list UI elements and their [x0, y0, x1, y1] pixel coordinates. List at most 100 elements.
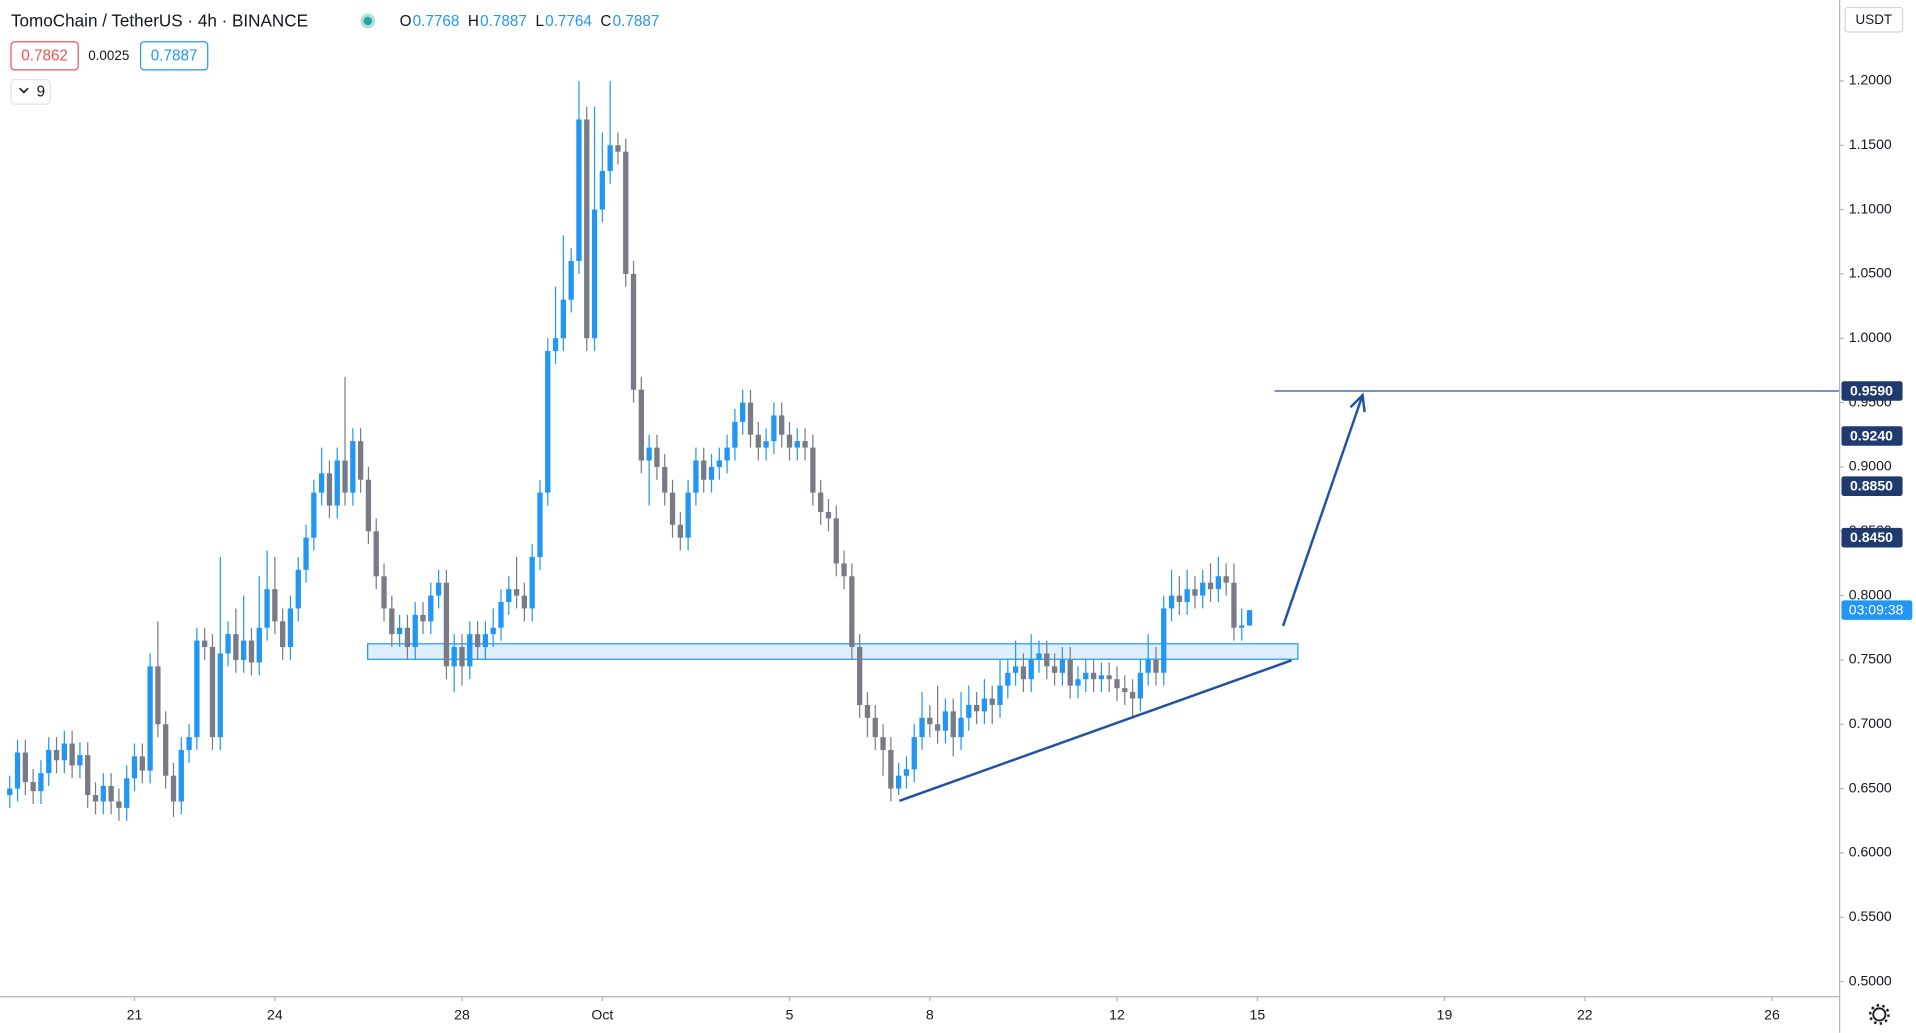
candle-body	[1005, 672, 1011, 686]
candle-body	[280, 621, 286, 648]
x-tick-label: 19	[1437, 1006, 1453, 1022]
candle-body	[654, 447, 660, 467]
candle-body	[560, 299, 567, 339]
y-tick-label: 0.9000	[1849, 458, 1892, 474]
ohlc-label: O	[400, 13, 412, 30]
candle-body	[1161, 608, 1167, 673]
candle-body	[599, 170, 606, 210]
x-tick-label: 12	[1109, 1006, 1125, 1022]
support-zone	[367, 643, 1299, 660]
candle-body	[1200, 582, 1206, 596]
y-tick-label: 1.1000	[1849, 200, 1892, 216]
axes: 0.5000 0.5500 0.6000 0.6500 0.7000 0.7500 0.80…	[127, 72, 1913, 1022]
candle-body	[576, 119, 582, 262]
candle-body	[38, 773, 44, 792]
candle-body	[693, 460, 699, 493]
projection-arrow	[1281, 392, 1366, 627]
candle-body	[1223, 576, 1229, 583]
candle-body	[1044, 653, 1050, 667]
candle-body	[677, 524, 683, 538]
candle-body	[443, 582, 450, 667]
candle-body	[147, 666, 153, 771]
candle-body	[771, 415, 777, 442]
candle-body	[529, 556, 535, 609]
candle-body	[1059, 659, 1066, 673]
candle-body	[872, 717, 878, 738]
candle-body	[1051, 666, 1058, 673]
candle-body	[825, 511, 832, 519]
y-tick-label: 0.5500	[1849, 908, 1892, 924]
candle-body	[584, 119, 590, 339]
candle-body	[334, 460, 340, 506]
y-tick-label: 1.2000	[1849, 72, 1892, 88]
indicator-toggle[interactable]	[10, 79, 51, 105]
bid-box[interactable]	[10, 41, 79, 71]
candle-body	[163, 724, 169, 776]
candle-body	[973, 704, 980, 712]
candle-body	[521, 595, 528, 609]
candle-body	[1020, 666, 1027, 680]
ohlc-value: 0.7768	[413, 13, 460, 30]
x-tick-label: 28	[454, 1006, 470, 1022]
candle-body	[1114, 679, 1120, 689]
candle-body	[490, 627, 496, 635]
candle-body	[1075, 679, 1081, 686]
candle-body	[1122, 688, 1128, 693]
candle-body	[22, 752, 28, 783]
y-tick-label: 0.7500	[1849, 651, 1892, 667]
candle-body	[248, 640, 255, 663]
candle-body	[420, 614, 426, 622]
candle-body	[1176, 595, 1183, 603]
candle-body	[1168, 595, 1175, 609]
candle-body	[264, 589, 270, 628]
candle-body	[287, 608, 294, 648]
candle-body	[295, 569, 301, 609]
settings-icon[interactable]	[1868, 1004, 1890, 1025]
candle-body	[708, 466, 715, 480]
candle-body	[404, 627, 411, 648]
candle-body	[662, 466, 668, 493]
candle-body	[412, 614, 418, 648]
candle-body	[1145, 659, 1151, 673]
candle-body	[513, 589, 520, 596]
gear-teeth	[1868, 1004, 1890, 1025]
candle-body	[357, 441, 364, 480]
x-tick-label: 8	[926, 1006, 934, 1022]
countdown: 03:09:38	[1849, 601, 1904, 617]
candle-body	[802, 441, 808, 448]
candle-body	[669, 492, 676, 525]
candle-body	[1231, 582, 1237, 628]
candle-body	[318, 473, 325, 493]
candle-body	[1153, 659, 1159, 673]
candle-body	[1129, 692, 1136, 699]
candle-body	[841, 563, 847, 577]
candle-body	[365, 479, 372, 532]
candle-body	[435, 582, 442, 596]
candle-body	[763, 441, 769, 448]
candle-body	[818, 492, 824, 512]
ohlc-value: 0.7887	[480, 13, 527, 30]
candle-body	[451, 647, 457, 667]
ohlc-label: H	[468, 13, 479, 30]
price-label: 0.8850	[1850, 478, 1893, 494]
candle-body	[373, 531, 379, 577]
ask-box[interactable]	[139, 41, 209, 71]
candle-body	[7, 788, 13, 796]
indicator-count: 9	[37, 84, 45, 101]
candle-body	[170, 775, 177, 802]
currency-box[interactable]	[1844, 6, 1904, 33]
candle-body	[303, 537, 309, 570]
candle-body	[958, 717, 964, 738]
candle-body	[568, 261, 574, 300]
candle-body	[506, 589, 512, 603]
candle-body	[732, 421, 738, 448]
x-tick-label: 26	[1764, 1006, 1780, 1022]
candle-body	[85, 755, 91, 796]
legend: TomoChain / TetherUS · 4h · BINANCE 0.78…	[10, 12, 659, 105]
x-tick-label: 5	[786, 1006, 794, 1022]
candle-body	[1083, 672, 1089, 680]
plot-area	[7, 80, 1840, 821]
candle-body	[474, 634, 481, 648]
